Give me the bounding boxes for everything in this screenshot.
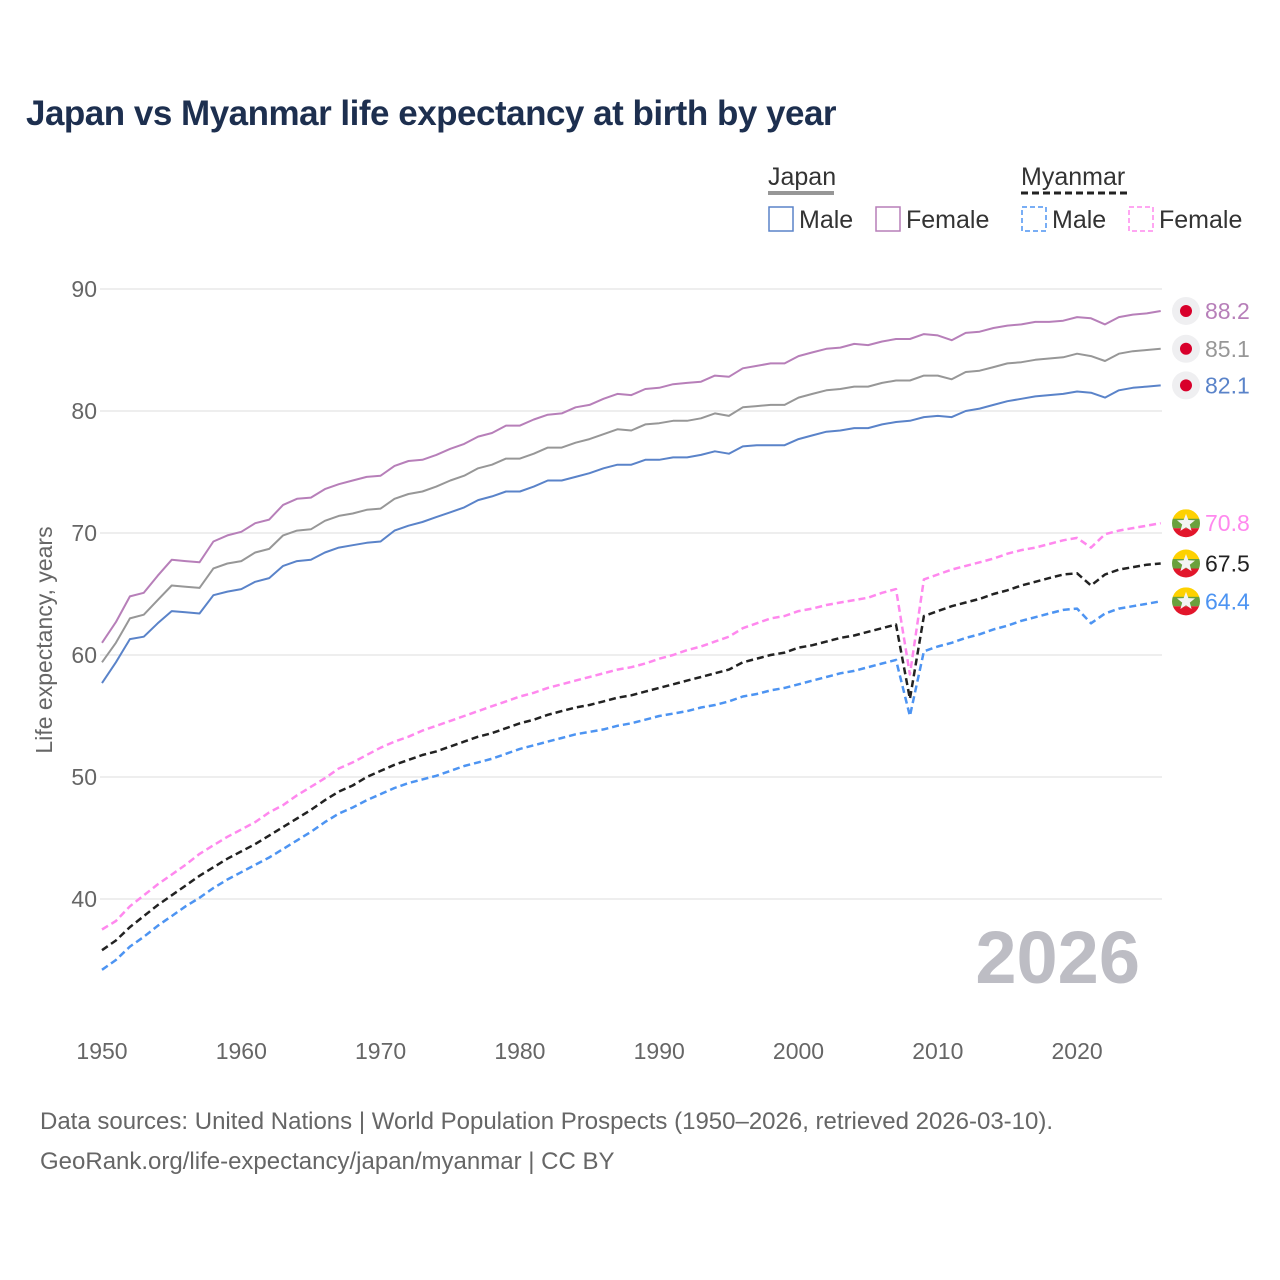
y-axis-ticks: 40 50 60 70 80 90 xyxy=(71,276,97,912)
japan-flag-icon xyxy=(1172,296,1200,325)
legend-myanmar-female-swatch xyxy=(1128,206,1154,232)
myanmar-flag-icon xyxy=(1172,509,1200,538)
legend-myanmar-female[interactable]: Female xyxy=(1159,206,1242,234)
series-line-japan-total xyxy=(101,347,1161,663)
x-tick-label: 1960 xyxy=(216,1038,267,1064)
legend-japan-female-swatch xyxy=(875,206,901,232)
end-value-label: 88.2 xyxy=(1205,298,1250,324)
end-value-label: 67.5 xyxy=(1205,551,1250,577)
end-value-label: 82.1 xyxy=(1205,372,1250,398)
japan-flag-icon xyxy=(1172,334,1200,363)
y-tick-label: 90 xyxy=(71,276,97,302)
end-value-label: 70.8 xyxy=(1205,510,1250,536)
y-tick-label: 50 xyxy=(71,764,97,790)
end-value-label: 64.4 xyxy=(1205,588,1250,614)
legend-japan-male-swatch xyxy=(768,206,794,232)
x-tick-label: 2010 xyxy=(912,1038,963,1064)
legend-japan-female[interactable]: Female xyxy=(906,206,989,234)
series-line-japan-female xyxy=(101,310,1161,644)
chart-title: Japan vs Myanmar life expectancy at birt… xyxy=(26,94,837,133)
legend-japan-male[interactable]: Male xyxy=(799,206,853,234)
x-tick-label: 2000 xyxy=(773,1038,824,1064)
series-line-myanmar-female xyxy=(101,521,1161,931)
legend-myanmar-male[interactable]: Male xyxy=(1052,206,1106,234)
end-labels: 88.2 85.1 82.1 70.8 67.5 64.4 xyxy=(1172,296,1250,616)
y-tick-label: 60 xyxy=(71,642,97,668)
y-axis-label: Life expectancy, years xyxy=(31,526,57,753)
y-tick-label: 80 xyxy=(71,398,97,424)
series-lines xyxy=(101,310,1161,971)
x-tick-label: 2020 xyxy=(1052,1038,1103,1064)
x-tick-label: 1990 xyxy=(634,1038,685,1064)
x-tick-label: 1950 xyxy=(76,1038,127,1064)
legend-group-japan: Japan xyxy=(768,163,836,191)
gridlines xyxy=(100,288,1162,900)
x-tick-label: 1970 xyxy=(355,1038,406,1064)
legend-myanmar-male-swatch xyxy=(1021,206,1047,232)
y-tick-label: 70 xyxy=(71,520,97,546)
legend: Japan Male Female Myanmar Male Female xyxy=(768,163,1242,234)
year-watermark: 2026 xyxy=(975,916,1140,999)
myanmar-flag-icon xyxy=(1172,549,1200,578)
x-tick-label: 1980 xyxy=(494,1038,545,1064)
end-value-label: 85.1 xyxy=(1205,336,1250,362)
source-link[interactable]: GeoRank.org/life-expectancy/japan/myanma… xyxy=(40,1148,615,1175)
japan-flag-icon xyxy=(1172,371,1200,400)
y-tick-label: 40 xyxy=(71,886,97,912)
x-axis-ticks: 1950 1960 1970 1980 1990 2000 2010 2020 xyxy=(76,1038,1102,1064)
myanmar-flag-icon xyxy=(1172,587,1200,616)
legend-group-myanmar: Myanmar xyxy=(1021,163,1125,191)
series-line-myanmar-male xyxy=(101,600,1161,971)
series-line-japan-male xyxy=(101,384,1161,684)
series-line-myanmar-total xyxy=(101,562,1161,952)
source-text: Data sources: United Nations | World Pop… xyxy=(40,1108,1054,1135)
